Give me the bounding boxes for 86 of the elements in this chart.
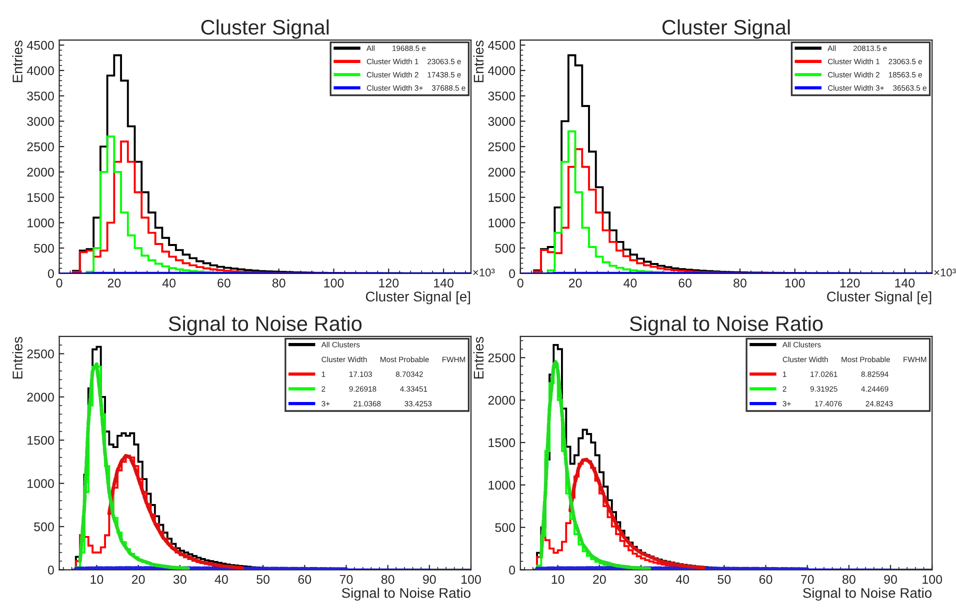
text: ×10³ bbox=[473, 268, 495, 276]
y-tick-label: 1500 bbox=[28, 193, 54, 202]
x-tick-label: 90 bbox=[884, 574, 897, 584]
y-tick-label: 0 bbox=[48, 269, 54, 278]
x-tick-label: 60 bbox=[218, 278, 230, 288]
x-tick-label: 80 bbox=[381, 574, 394, 584]
y-tick-label: 1500 bbox=[488, 438, 516, 448]
x-tick-label: 80 bbox=[734, 278, 746, 288]
x-tick-label: 20 bbox=[568, 278, 582, 288]
x-tick-label: 40 bbox=[676, 574, 690, 584]
x-tick-label: 120 bbox=[379, 278, 399, 288]
y-tick-label: 0 bbox=[509, 566, 516, 574]
x-tick-label: 30 bbox=[173, 574, 186, 584]
y-tick-label: 500 bbox=[34, 244, 54, 253]
x-tick-label: 80 bbox=[842, 574, 856, 584]
chart-title: Signal to Noise Ratio bbox=[168, 316, 362, 336]
x-axis-title: Signal to Noise Ratio bbox=[342, 588, 470, 601]
y-tick-label: 1500 bbox=[28, 436, 54, 445]
x-tick-label: 0 bbox=[517, 278, 524, 288]
x-tick-label: 0 bbox=[56, 278, 62, 288]
x-tick-label: 20 bbox=[593, 574, 606, 584]
y-tick-label: 1000 bbox=[488, 480, 516, 490]
y-tick-label: 3500 bbox=[488, 92, 516, 100]
x-tick-label: 140 bbox=[895, 278, 915, 288]
line-series bbox=[539, 360, 652, 570]
y-tick-label: 1000 bbox=[28, 479, 54, 488]
text: ×10³ bbox=[934, 268, 956, 276]
y-tick-label: 2000 bbox=[27, 168, 54, 177]
y-tick-label: 500 bbox=[495, 244, 516, 253]
x-tick-label: 20 bbox=[132, 574, 145, 584]
y-axis-title: Entries bbox=[12, 40, 22, 82]
x-tick-label: 140 bbox=[434, 278, 454, 288]
y-tick-label: 3000 bbox=[27, 117, 54, 126]
x-tick-label: 60 bbox=[759, 574, 772, 584]
x-tick-label: 100 bbox=[462, 574, 481, 584]
x-tick-label: 80 bbox=[272, 278, 286, 288]
y-tick-label: 0 bbox=[48, 566, 54, 574]
chart-title: Cluster Signal bbox=[662, 19, 790, 39]
y-tick-label: 500 bbox=[34, 522, 54, 532]
line-series bbox=[568, 458, 706, 570]
y-tick-label: 2000 bbox=[27, 392, 54, 402]
x-tick-label: 60 bbox=[678, 278, 692, 288]
x-tick-label: 10 bbox=[90, 574, 104, 584]
y-tick-label: 4500 bbox=[26, 40, 54, 50]
x-tick-label: 40 bbox=[624, 278, 637, 288]
y-axis-title: Entries bbox=[473, 40, 484, 82]
y-tick-label: 0 bbox=[509, 269, 516, 278]
line-series bbox=[78, 362, 190, 570]
y-tick-label: 2000 bbox=[488, 396, 516, 405]
x-tick-label: 10 bbox=[552, 574, 564, 584]
x-tick-label: 40 bbox=[162, 278, 176, 288]
y-axis-title: Entries bbox=[473, 336, 484, 379]
x-axis-title: Cluster Signal [e] bbox=[366, 291, 470, 304]
y-tick-label: 2000 bbox=[488, 168, 516, 177]
y-tick-label: 3500 bbox=[27, 92, 54, 100]
y-tick-label: 2500 bbox=[27, 350, 54, 358]
y-tick-label: 2500 bbox=[27, 142, 54, 152]
x-tick-label: 70 bbox=[340, 574, 353, 584]
y-tick-label: 2500 bbox=[488, 353, 516, 362]
line-series bbox=[107, 454, 244, 570]
x-tick-label: 50 bbox=[256, 574, 270, 584]
x-tick-label: 30 bbox=[634, 574, 648, 584]
x-tick-label: 50 bbox=[718, 574, 731, 584]
x-tick-label: 20 bbox=[108, 278, 121, 288]
y-tick-label: 4000 bbox=[26, 66, 54, 76]
x-axis-title: Cluster Signal [e] bbox=[827, 291, 932, 304]
y-tick-label: 2500 bbox=[488, 142, 516, 152]
x-tick-label: 100 bbox=[324, 278, 344, 288]
x-tick-label: 60 bbox=[298, 574, 312, 584]
y-tick-label: 500 bbox=[495, 523, 516, 532]
x-tick-label: 100 bbox=[785, 278, 805, 288]
x-tick-label: 70 bbox=[801, 574, 814, 584]
y-tick-label: 4000 bbox=[488, 66, 516, 76]
y-tick-label: 1000 bbox=[28, 218, 54, 228]
y-tick-label: 4500 bbox=[488, 40, 516, 50]
chart-title: Cluster Signal bbox=[201, 19, 329, 39]
y-tick-label: 1000 bbox=[488, 218, 516, 228]
y-axis-title: Entries bbox=[12, 336, 22, 379]
y-tick-label: 3000 bbox=[488, 117, 516, 126]
x-tick-label: 40 bbox=[214, 574, 228, 584]
x-axis-title: Signal to Noise Ratio bbox=[803, 588, 932, 601]
x-tick-label: 120 bbox=[840, 278, 860, 288]
chart-title: Signal to Noise Ratio bbox=[630, 316, 823, 336]
y-tick-label: 1500 bbox=[488, 193, 516, 202]
x-tick-label: 90 bbox=[423, 574, 436, 584]
x-tick-label: 100 bbox=[922, 574, 942, 584]
